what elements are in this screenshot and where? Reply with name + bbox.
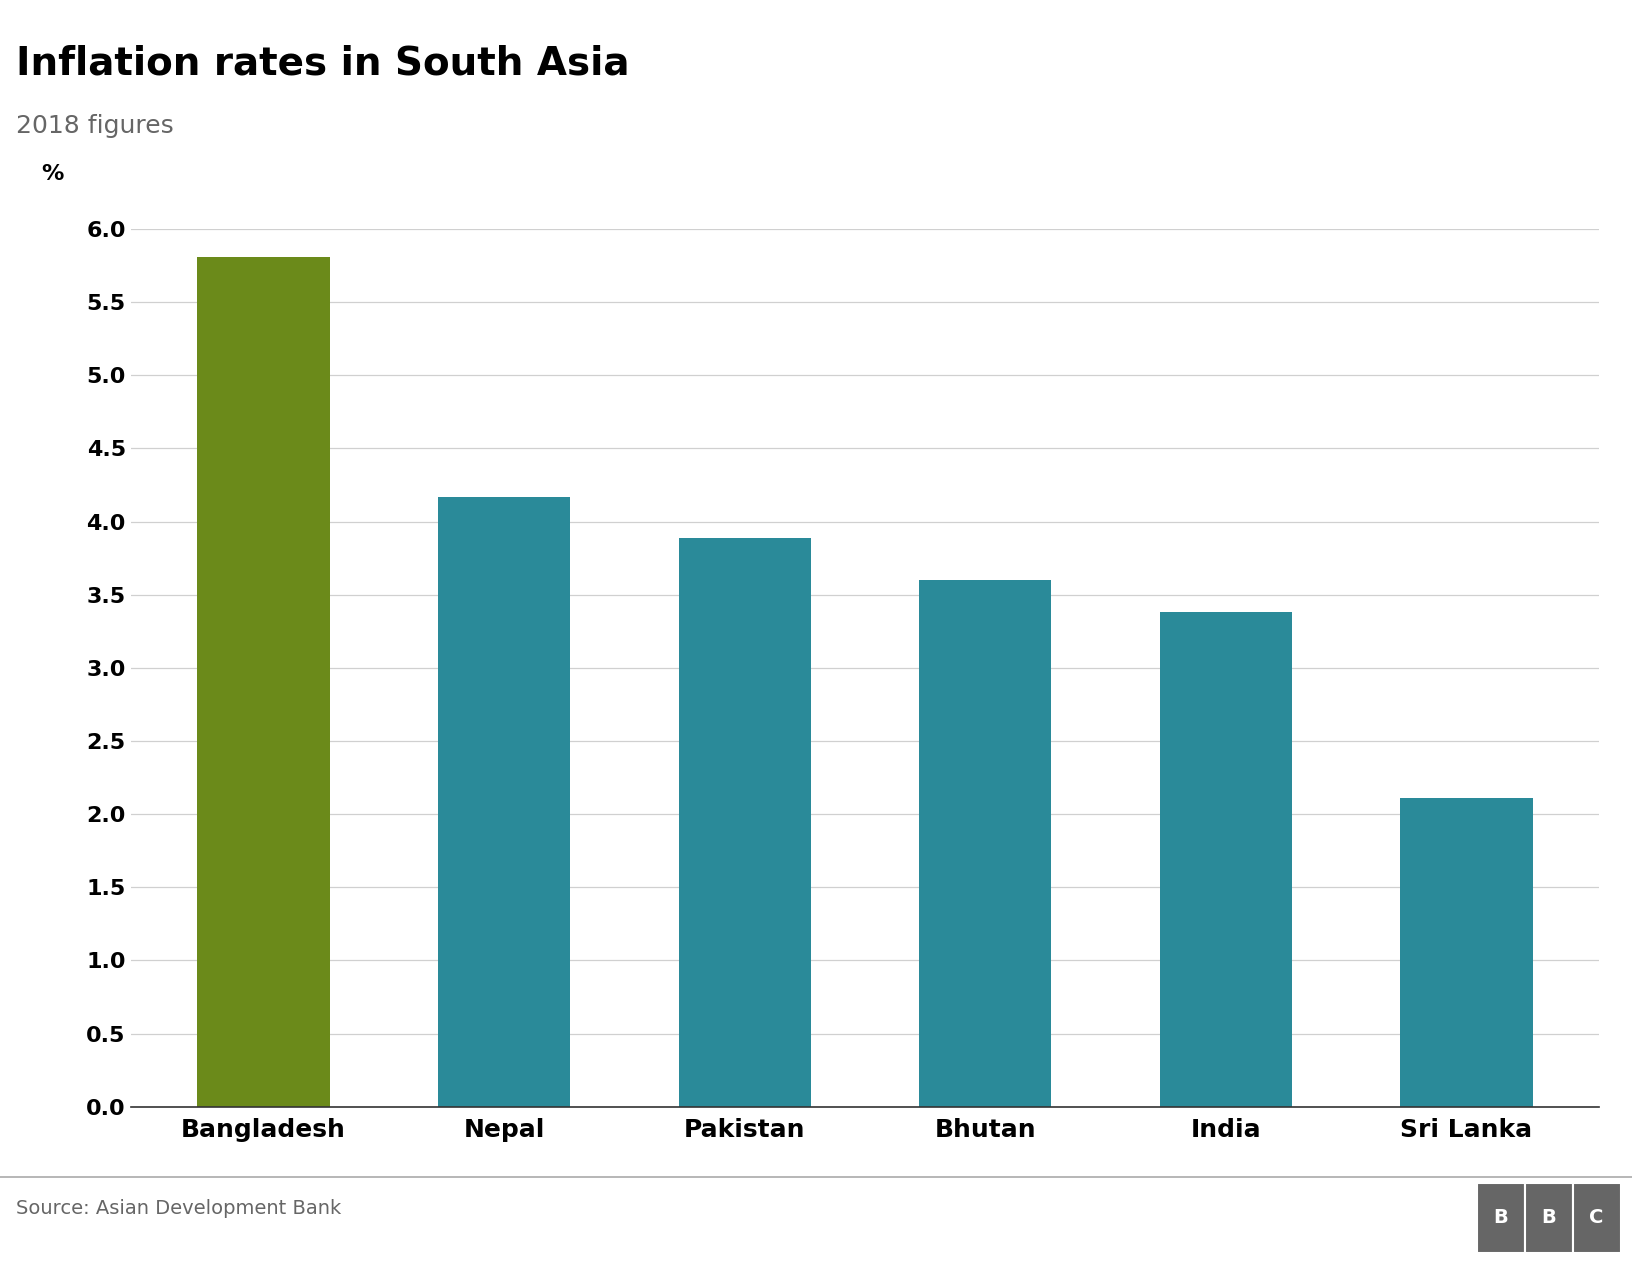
Bar xyxy=(1400,798,1532,1107)
Text: %: % xyxy=(41,164,64,184)
Text: C: C xyxy=(1590,1208,1604,1227)
Bar xyxy=(679,538,811,1107)
FancyBboxPatch shape xyxy=(1477,1183,1524,1253)
Text: 2018 figures: 2018 figures xyxy=(16,114,175,139)
FancyBboxPatch shape xyxy=(1573,1183,1621,1253)
Bar xyxy=(919,580,1051,1107)
Text: Inflation rates in South Asia: Inflation rates in South Asia xyxy=(16,45,630,83)
FancyBboxPatch shape xyxy=(1524,1183,1573,1253)
Text: B: B xyxy=(1493,1208,1508,1227)
Bar xyxy=(1160,612,1293,1107)
Text: B: B xyxy=(1541,1208,1557,1227)
Bar xyxy=(437,496,570,1107)
Bar xyxy=(197,257,330,1107)
Text: Source: Asian Development Bank: Source: Asian Development Bank xyxy=(16,1199,341,1217)
